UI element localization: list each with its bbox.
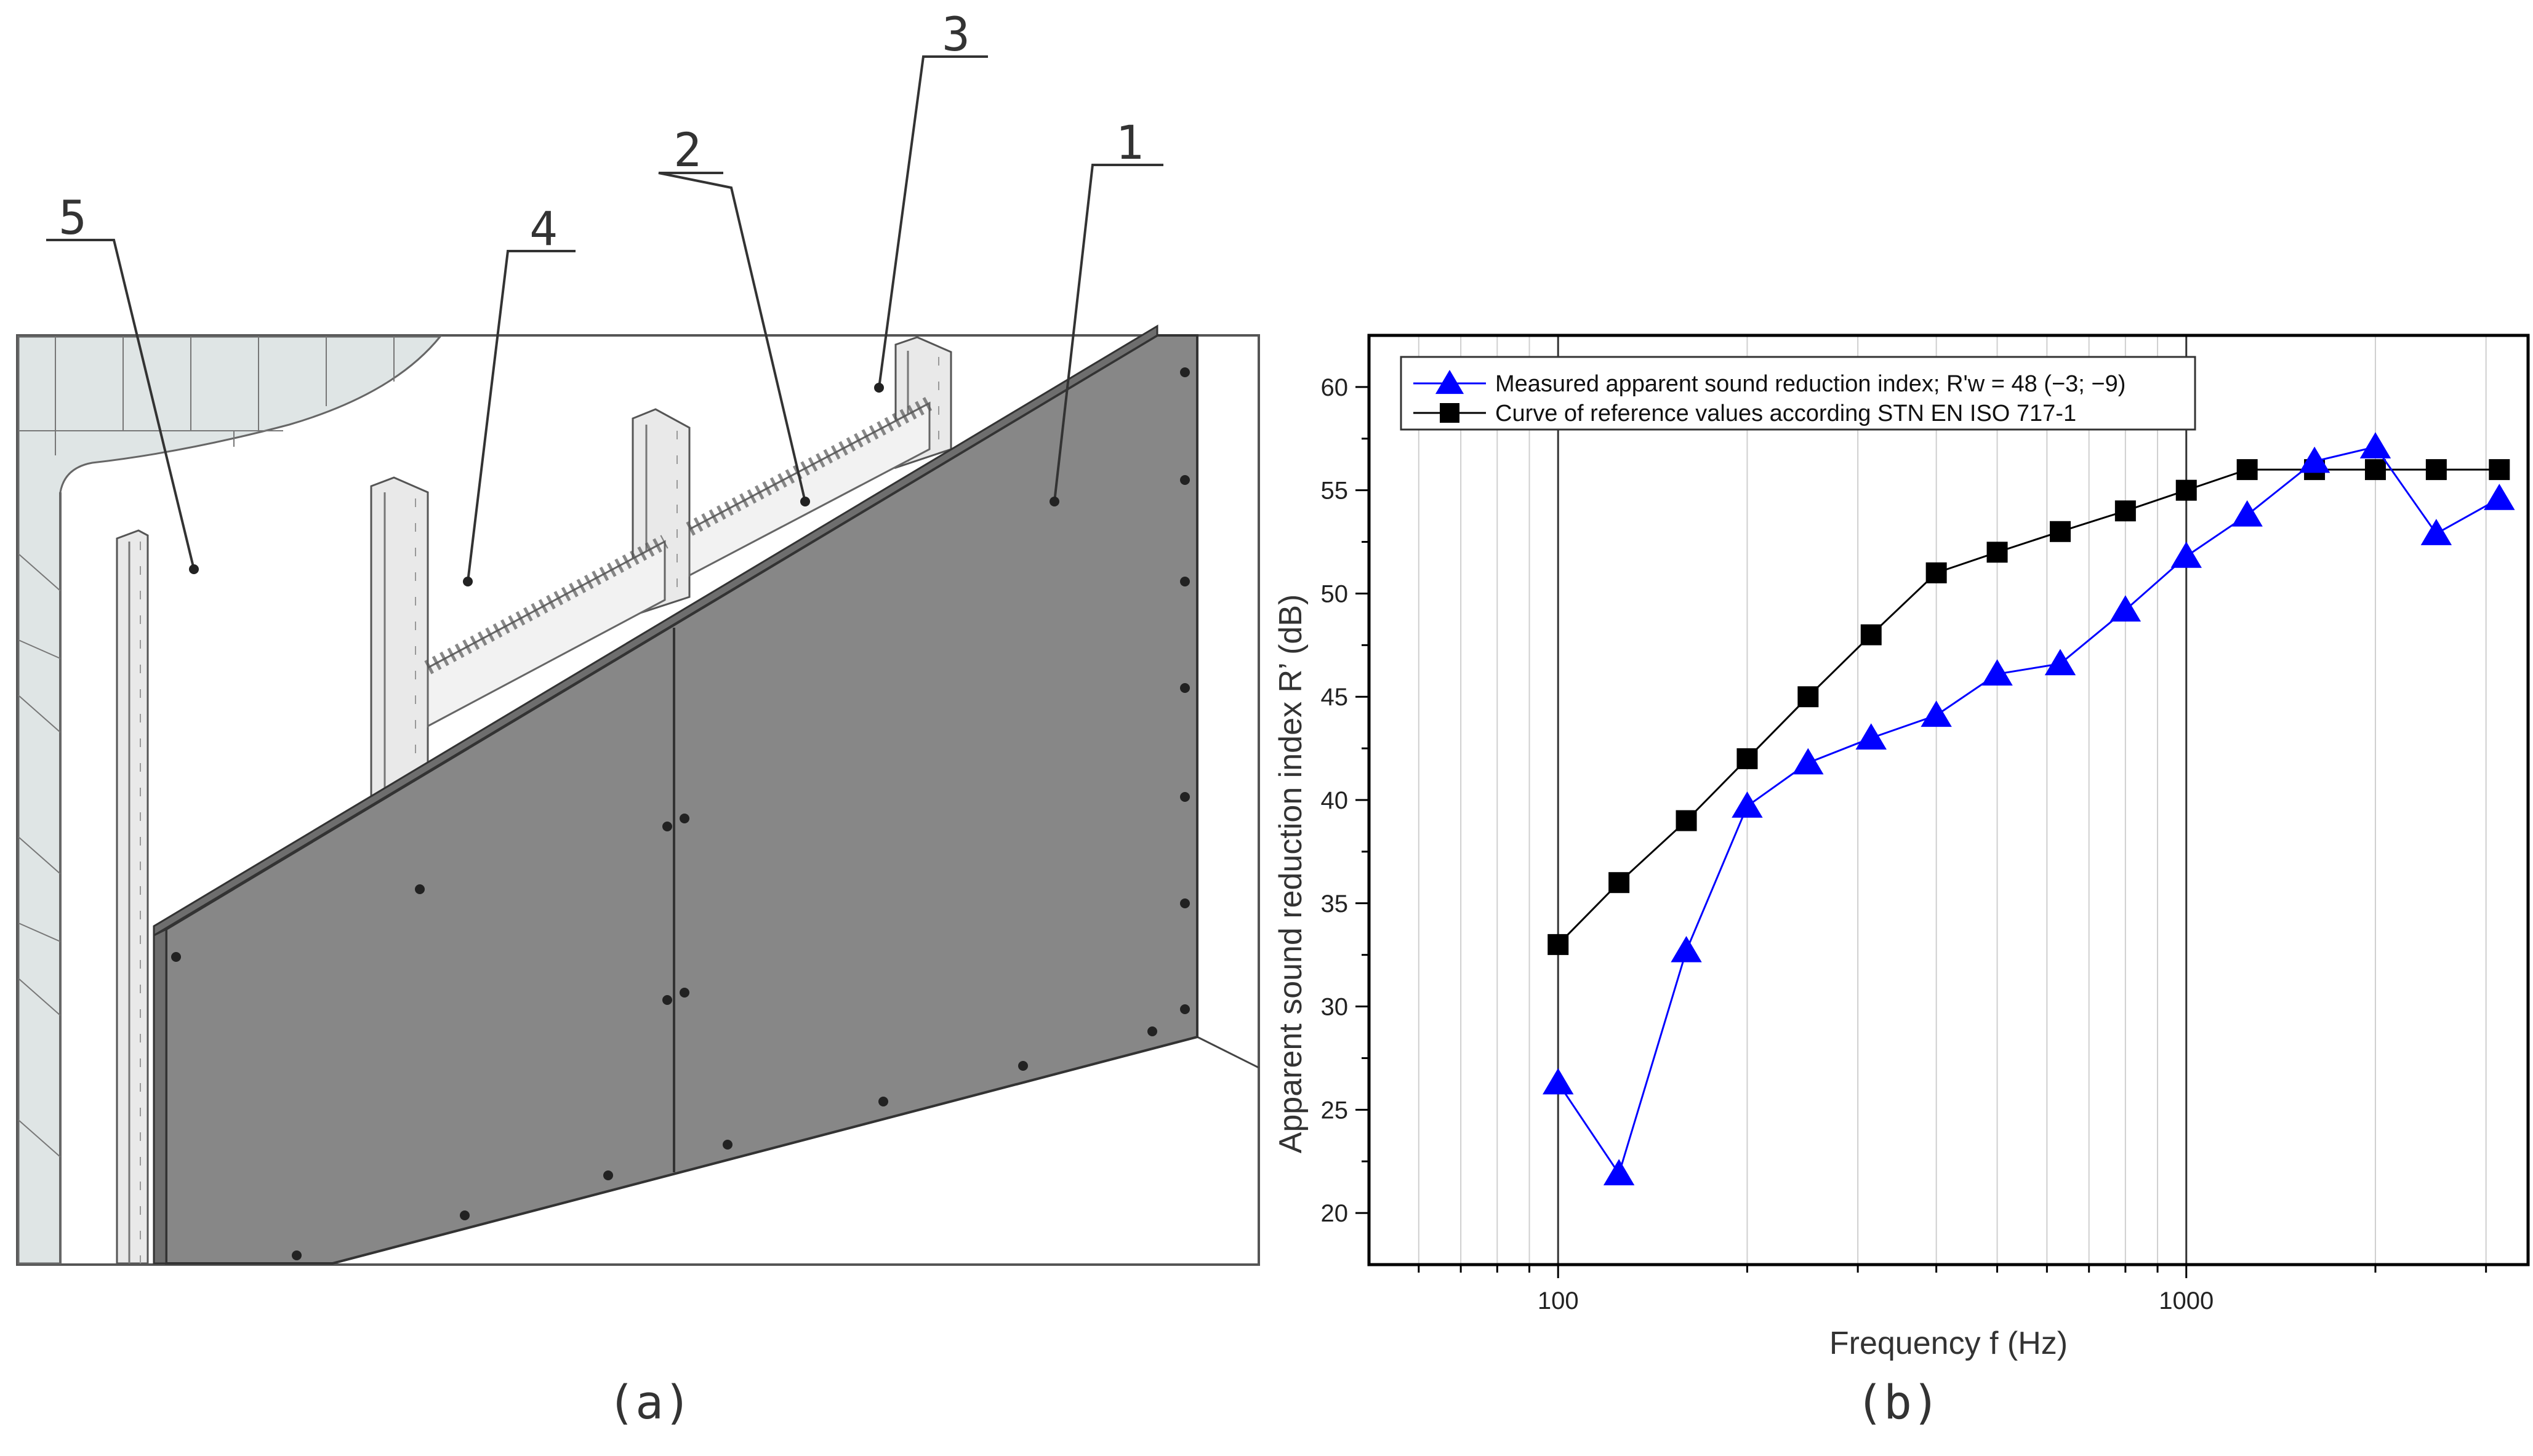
y-tick-label: 35 xyxy=(1321,890,1349,918)
measured-point xyxy=(1732,791,1763,818)
measured-point xyxy=(1921,700,1952,727)
measured-point xyxy=(2170,542,2202,568)
reference-point xyxy=(1736,748,1758,769)
reference-point xyxy=(1608,872,1630,894)
data-series xyxy=(1543,432,2515,1186)
measured-point xyxy=(2298,446,2330,473)
measured-point xyxy=(1671,935,1702,962)
y-tick-label: 50 xyxy=(1321,580,1349,607)
reference-point xyxy=(2049,521,2071,542)
y-tick-label: 45 xyxy=(1321,684,1349,711)
measured-point xyxy=(2420,519,2452,545)
measured-point xyxy=(2484,484,2515,510)
reference-point xyxy=(1547,934,1569,955)
y-axis-title: Apparent sound reduction index R’ (dB) xyxy=(1273,594,1309,1154)
leader-dot xyxy=(874,383,884,393)
reference-point xyxy=(2114,500,2136,522)
y-tick-label: 20 xyxy=(1321,1200,1349,1227)
reference-point xyxy=(2364,459,2386,481)
y-tick-label: 25 xyxy=(1321,1097,1349,1124)
reference-line xyxy=(1557,468,2500,945)
panel-b-label: (b) xyxy=(1855,1375,1940,1430)
chart-legend: Measured apparent sound reduction index;… xyxy=(1400,356,2196,431)
reference-point xyxy=(1676,810,1697,831)
measured-point xyxy=(1981,659,2013,686)
steel-stud xyxy=(116,529,149,1265)
panel-a-label: (a) xyxy=(607,1375,691,1430)
callout-1: 1 xyxy=(1115,115,1144,170)
y-tick-label: 30 xyxy=(1321,994,1349,1021)
legend-marker-triangle xyxy=(1435,370,1464,394)
masonry-wall xyxy=(17,335,443,1265)
measured-point xyxy=(1792,748,1824,775)
measured-point xyxy=(2109,595,2142,622)
reference-point xyxy=(2489,459,2510,481)
leader-dot xyxy=(800,497,810,506)
sound-reduction-chart: 100 1000 20 25 30 35 40 45 50 55 60 Frequency f (H… xyxy=(1268,0,2533,1453)
y-tick-label: 40 xyxy=(1321,787,1349,814)
legend-label-measured: Measured apparent sound reduction index;… xyxy=(1495,371,2126,397)
reference-point xyxy=(1860,624,1882,646)
callout-3: 3 xyxy=(942,7,970,62)
mineral-wool-insulation xyxy=(424,396,933,728)
wall-construction-drawing: 1 2 3 4 5 (a) xyxy=(16,7,1260,1430)
reference-point xyxy=(2236,459,2258,481)
x-axis-title: Frequency f (Hz) xyxy=(1829,1326,2068,1361)
reference-point xyxy=(2425,459,2447,481)
leader-dot xyxy=(189,564,199,574)
measured-point xyxy=(2359,432,2391,458)
measured-point xyxy=(2231,500,2263,527)
reference-point xyxy=(1797,686,1819,708)
grid-lines xyxy=(1418,335,2487,1265)
measured-point xyxy=(1603,1159,1635,1186)
steel-stud xyxy=(370,476,429,802)
legend-label-reference: Curve of reference values according STN … xyxy=(1495,401,2076,426)
reference-point xyxy=(1925,562,1947,583)
leader-dot xyxy=(1050,497,1059,506)
reference-point xyxy=(2175,479,2197,501)
measured-point xyxy=(1543,1068,1574,1095)
legend-box xyxy=(1400,356,2196,431)
measured-point xyxy=(1855,723,1887,750)
x-tick-label: 1000 xyxy=(2159,1287,2214,1314)
measured-point xyxy=(2044,649,2076,676)
corner-edge xyxy=(1197,1036,1259,1069)
callout-5: 5 xyxy=(58,190,87,245)
callout-2: 2 xyxy=(673,122,702,177)
y-tick-label: 60 xyxy=(1321,374,1349,401)
x-tick-label: 100 xyxy=(1538,1287,1579,1314)
measured-line xyxy=(1557,446,2500,1176)
callout-4: 4 xyxy=(529,201,558,256)
legend-marker-square xyxy=(1440,403,1459,423)
gypsum-board xyxy=(153,324,1198,1265)
reference-point xyxy=(1986,542,2008,563)
plot-area xyxy=(1367,334,2530,1266)
leader-dot xyxy=(463,577,473,586)
axis-ticks: 100 1000 20 25 30 35 40 45 50 55 60 xyxy=(1321,374,2487,1314)
leader-lines xyxy=(46,55,1163,582)
y-tick-label: 55 xyxy=(1321,478,1349,505)
